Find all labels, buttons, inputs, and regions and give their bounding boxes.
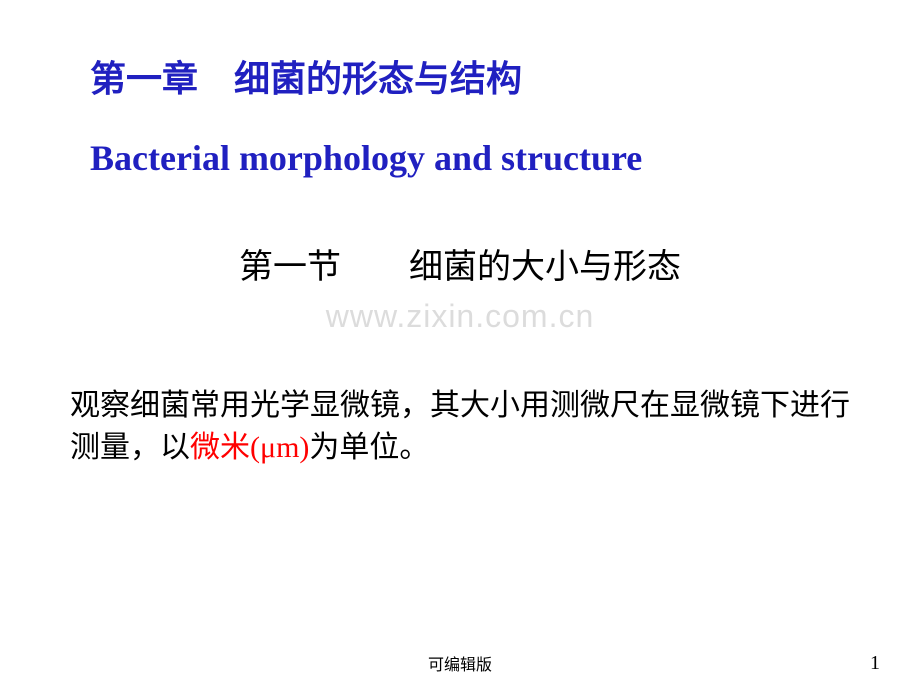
- section-title: 第一节 细菌的大小与形态: [60, 239, 860, 288]
- chapter-title-cn: 第一章 细菌的形态与结构: [90, 50, 860, 102]
- slide-container: 第一章 细菌的形态与结构 Bacterial morphology and st…: [0, 0, 920, 690]
- page-number: 1: [870, 652, 880, 675]
- body-paragraph: 观察细菌常用光学显微镜，其大小用测微尺在显微镜下进行测量，以微米(μm)为单位。: [70, 385, 860, 469]
- watermark-text: www.zixin.com.cn: [60, 298, 860, 335]
- body-prefix: 观察细菌常用光学显微镜，其大小用测微尺在显微镜下进行测量，以: [70, 389, 850, 464]
- chapter-title-en: Bacterial morphology and structure: [90, 137, 860, 179]
- body-highlight: 微米(μm): [190, 431, 309, 464]
- footer-text: 可编辑版: [0, 651, 920, 675]
- body-suffix: 为单位。: [309, 431, 429, 464]
